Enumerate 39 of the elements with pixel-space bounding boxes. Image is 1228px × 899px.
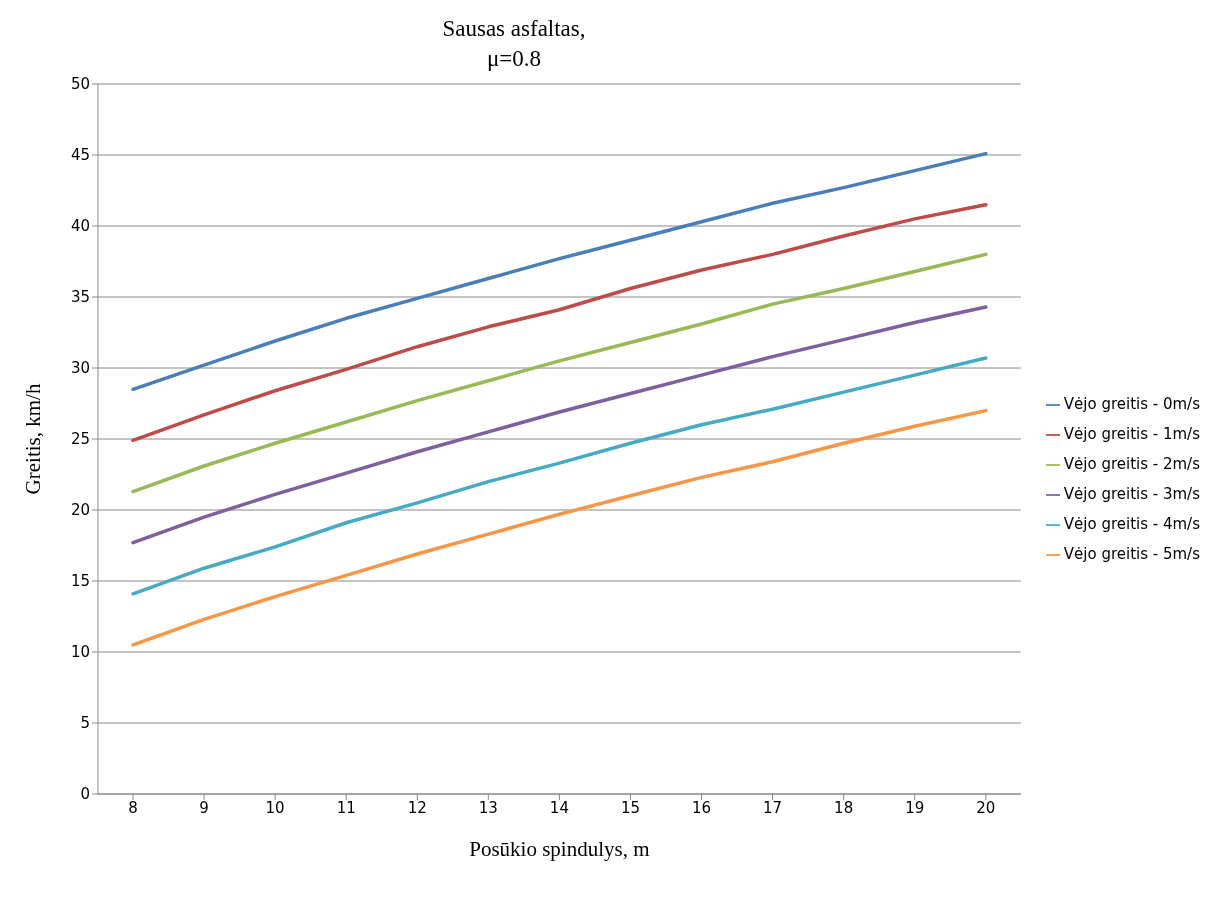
- x-tick-label: 19: [905, 798, 925, 817]
- x-tick-label: 12: [407, 798, 427, 817]
- y-tick-label: 30: [70, 359, 90, 378]
- x-tick-label: 13: [478, 798, 498, 817]
- legend-label: Vėjo greitis - 4m/s: [1063, 515, 1200, 533]
- line-series: [131, 356, 988, 596]
- legend-label: Vėjo greitis - 1m/s: [1063, 425, 1200, 443]
- x-axis-title: Posūkio spindulys, m: [469, 837, 650, 861]
- x-tick-label: 11: [336, 798, 356, 817]
- line-series: [131, 252, 988, 494]
- legend-label: Vėjo greitis - 3m/s: [1063, 485, 1200, 503]
- x-tick-label: 16: [691, 798, 712, 817]
- y-axis-title: Greitis, km/h: [21, 383, 46, 495]
- x-tick-label: 8: [128, 798, 138, 817]
- x-tick-label: 10: [265, 798, 285, 817]
- line-series: [131, 305, 988, 545]
- line-series: [131, 151, 988, 392]
- y-tick-label: 40: [70, 217, 90, 236]
- y-tick-label: 20: [70, 501, 90, 520]
- y-tick-label: 50: [70, 75, 90, 94]
- line-series: [131, 408, 988, 647]
- x-tick-label: 18: [834, 798, 854, 817]
- x-tick-label: 9: [199, 798, 209, 817]
- chart-title: Sausas asfaltas, μ=0.8: [441, 15, 587, 73]
- y-tick-label: 5: [80, 714, 90, 733]
- legend-label: Vėjo greitis - 5m/s: [1063, 545, 1200, 563]
- x-tick-label: 14: [549, 798, 569, 817]
- x-tick-label: 20: [976, 798, 996, 817]
- line-series: [131, 202, 988, 443]
- x-tick-label: 17: [763, 798, 783, 817]
- y-tick-label: 10: [70, 643, 90, 662]
- y-tick-label: 25: [70, 430, 90, 449]
- y-tick-label: 0: [80, 785, 90, 804]
- x-tick-label: 15: [620, 798, 641, 817]
- y-tick-label: 45: [70, 146, 90, 165]
- y-tick-label: 15: [70, 572, 90, 591]
- legend-label: Vėjo greitis - 2m/s: [1063, 455, 1200, 473]
- y-tick-label: 35: [70, 288, 90, 307]
- legend-label: Vėjo greitis - 0m/s: [1063, 395, 1200, 413]
